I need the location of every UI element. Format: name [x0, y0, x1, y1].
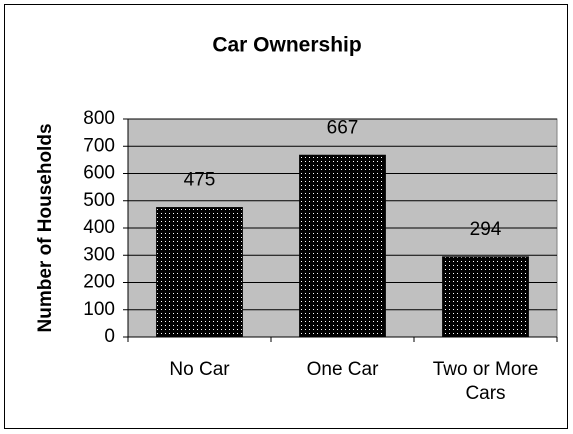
y-tick-label: 200 — [83, 272, 115, 293]
y-tick-label: 0 — [104, 326, 115, 347]
data-label: 475 — [184, 170, 216, 191]
x-tick-label: Two or More Cars — [432, 359, 539, 404]
y-tick-label: 800 — [83, 108, 115, 129]
x-tick-label: One Car — [306, 359, 379, 380]
y-tick-label: 300 — [83, 244, 115, 265]
bar — [442, 256, 529, 338]
bar — [299, 154, 386, 338]
y-tick-label: 400 — [83, 217, 115, 238]
data-label: 667 — [327, 117, 359, 138]
x-tick-label: No Car — [169, 359, 230, 380]
y-tick-label: 600 — [83, 163, 115, 184]
y-tick-label: 100 — [83, 299, 115, 320]
bar — [156, 207, 243, 338]
y-tick-label: 700 — [83, 135, 115, 156]
y-axis-label: Number of Households — [35, 123, 56, 332]
data-label: 294 — [470, 219, 502, 240]
chart-title: Car Ownership — [212, 34, 361, 57]
y-tick-label: 500 — [83, 190, 115, 211]
